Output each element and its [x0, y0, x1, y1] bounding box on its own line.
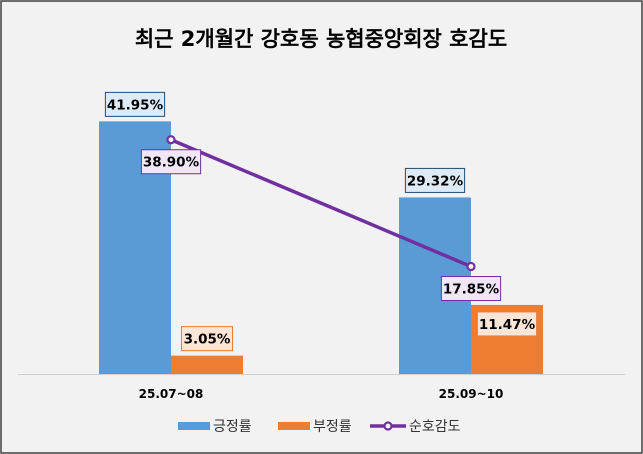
- legend-label-1: 부정률: [313, 419, 352, 435]
- data-label-net-0-box: [140, 149, 202, 175]
- legend-marker: [383, 421, 393, 431]
- data-label-net-1-box: [440, 276, 502, 302]
- data-label-positive-0-box: [104, 91, 166, 117]
- data-label-positive-1-box: [404, 167, 466, 193]
- line-net-favorability: [170, 138, 472, 269]
- line-marker-0: [166, 135, 176, 145]
- bar-negative-0: [171, 355, 243, 374]
- legend-label-0: 긍정률: [213, 419, 252, 435]
- legend-swatch-0: [178, 422, 210, 430]
- legend-label-2: 순호감도: [409, 419, 461, 435]
- x-tick-label: 25.07~08: [139, 387, 204, 401]
- legend-swatch-1: [278, 422, 310, 430]
- x-tick-label: 25.09~10: [439, 387, 504, 401]
- data-label-net-0: 38.90%: [143, 155, 200, 171]
- data-label-negative-1: 11.47%: [479, 317, 536, 333]
- data-label-negative-0-box: [181, 326, 233, 352]
- data-label-negative-1-box: [476, 311, 538, 337]
- data-label-negative-0: 3.05%: [184, 332, 231, 348]
- data-label-positive-0: 41.95%: [107, 97, 164, 113]
- chart-title: 최근 2개월간 강호동 농협중앙회장 호감도: [135, 27, 507, 51]
- data-label-net-1: 17.85%: [443, 282, 500, 298]
- line-marker-1: [466, 261, 476, 272]
- data-label-positive-1: 29.32%: [407, 173, 464, 189]
